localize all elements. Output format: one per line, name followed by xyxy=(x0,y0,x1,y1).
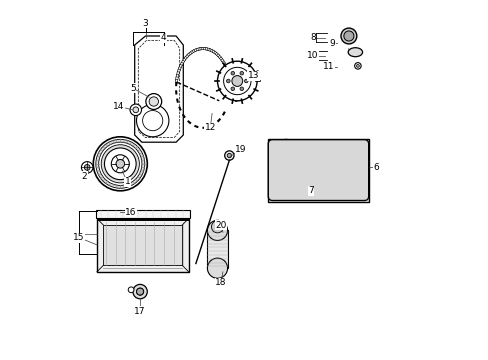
Circle shape xyxy=(101,145,139,183)
Circle shape xyxy=(227,153,231,158)
Text: 20: 20 xyxy=(215,220,226,230)
Circle shape xyxy=(149,97,158,106)
Circle shape xyxy=(207,220,227,240)
Circle shape xyxy=(223,67,250,95)
Circle shape xyxy=(240,71,243,75)
Circle shape xyxy=(96,139,144,188)
Circle shape xyxy=(128,287,134,293)
Text: 3: 3 xyxy=(142,19,148,28)
Circle shape xyxy=(240,87,243,91)
Circle shape xyxy=(279,139,292,152)
Text: 10: 10 xyxy=(306,51,318,60)
Circle shape xyxy=(81,162,93,173)
Text: 14: 14 xyxy=(113,102,124,111)
Circle shape xyxy=(217,61,257,101)
Text: 2: 2 xyxy=(81,172,87,181)
Circle shape xyxy=(356,64,359,67)
Circle shape xyxy=(226,79,230,83)
Circle shape xyxy=(343,31,353,41)
Bar xyxy=(103,225,182,265)
Circle shape xyxy=(354,63,361,69)
Ellipse shape xyxy=(347,48,362,57)
Circle shape xyxy=(244,79,247,83)
Text: 8: 8 xyxy=(309,33,315,42)
Circle shape xyxy=(351,49,358,55)
Circle shape xyxy=(130,104,141,116)
Circle shape xyxy=(99,142,142,185)
Circle shape xyxy=(111,155,129,173)
Text: 6: 6 xyxy=(372,163,378,172)
FancyBboxPatch shape xyxy=(268,140,368,201)
Text: 11: 11 xyxy=(323,62,334,71)
Circle shape xyxy=(133,284,147,299)
Circle shape xyxy=(231,76,242,86)
Text: 15: 15 xyxy=(73,233,84,242)
Text: 19: 19 xyxy=(235,145,246,154)
Circle shape xyxy=(207,258,227,278)
Circle shape xyxy=(104,148,136,180)
Bar xyxy=(97,219,188,272)
Bar xyxy=(96,210,189,218)
Circle shape xyxy=(142,111,163,131)
Circle shape xyxy=(116,159,124,168)
Circle shape xyxy=(211,221,223,233)
Circle shape xyxy=(145,94,162,109)
Circle shape xyxy=(136,288,143,295)
Text: 17: 17 xyxy=(134,307,145,316)
Text: 18: 18 xyxy=(215,278,226,287)
Circle shape xyxy=(136,104,168,137)
Circle shape xyxy=(230,87,234,91)
Circle shape xyxy=(282,142,289,150)
Text: 13: 13 xyxy=(247,71,259,80)
Circle shape xyxy=(133,107,139,113)
Circle shape xyxy=(84,165,90,170)
Text: 4: 4 xyxy=(161,33,166,42)
Text: 9: 9 xyxy=(329,39,335,48)
Circle shape xyxy=(340,28,356,44)
Bar xyxy=(267,139,368,202)
Circle shape xyxy=(93,137,147,191)
Text: 16: 16 xyxy=(125,208,137,217)
Circle shape xyxy=(224,151,234,160)
Circle shape xyxy=(230,71,234,75)
Text: 1: 1 xyxy=(124,177,130,186)
Text: 7: 7 xyxy=(307,186,313,195)
Text: 5: 5 xyxy=(130,84,136,93)
Text: 12: 12 xyxy=(204,123,216,132)
Bar xyxy=(207,230,227,268)
